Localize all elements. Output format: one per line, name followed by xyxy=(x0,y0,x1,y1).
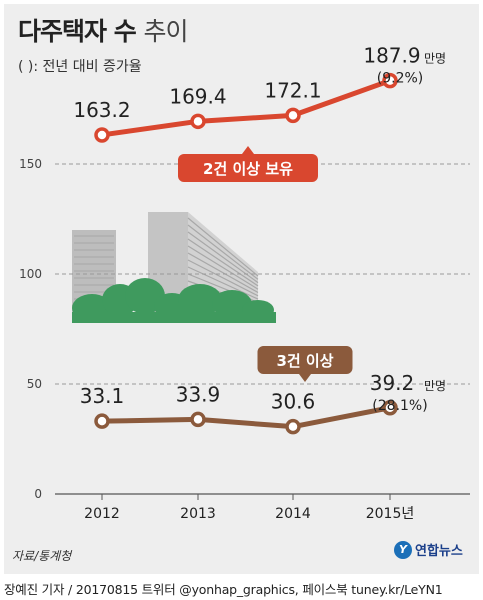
data-label: 163.2 xyxy=(73,98,130,122)
x-tick-label: 2012 xyxy=(84,506,120,522)
callout-pointer xyxy=(242,146,254,154)
series-line xyxy=(101,405,391,430)
data-label: 33.9 xyxy=(176,382,221,406)
credit-line: 장예진 기자 / 20170815 트위터 @yonhap_graphics, … xyxy=(4,582,443,597)
title-light: 추이 xyxy=(143,17,188,46)
window-stripe xyxy=(187,217,259,277)
data-label: 39.2 xyxy=(370,371,415,395)
data-point xyxy=(382,72,398,89)
unit-label: 만명 xyxy=(424,379,446,393)
data-point xyxy=(190,411,206,428)
data-point xyxy=(382,400,398,416)
data-point xyxy=(94,413,110,429)
x-tick-label: 2015년 xyxy=(366,506,415,522)
yonhap-logo: Y 연합뉴스 xyxy=(394,540,463,559)
series-callout xyxy=(257,346,353,374)
y-tick-label: 100 xyxy=(19,267,42,281)
y-tick-label: 0 xyxy=(34,487,42,501)
window-stripe xyxy=(187,252,259,294)
data-label: 172.1 xyxy=(264,78,321,102)
window-stripe xyxy=(187,245,259,290)
x-tick-label: 2013 xyxy=(180,506,216,522)
data-label: 169.4 xyxy=(169,84,226,108)
unit-label: 만명 xyxy=(424,52,446,66)
title-bold: 다주택자 수 xyxy=(18,17,137,46)
window-stripe xyxy=(187,224,259,280)
y-tick-label: 50 xyxy=(27,377,42,391)
callout-pointer xyxy=(299,374,311,382)
gridlines xyxy=(55,163,470,495)
window-stripe xyxy=(187,266,259,300)
apartment-illustration xyxy=(72,212,276,323)
data-label: 187.9 xyxy=(363,44,420,68)
window-stripe xyxy=(187,259,259,297)
series-callout xyxy=(178,154,318,182)
data-point xyxy=(94,127,110,143)
data-point xyxy=(285,418,301,435)
series-name-label: 3건 이상 xyxy=(276,352,333,370)
x-tick-label: 2014 xyxy=(275,506,311,522)
data-label: 30.6 xyxy=(271,390,316,414)
chart-subtitle: ( ): 전년 대비 증가율 xyxy=(18,59,142,75)
logo-icon: Y xyxy=(394,540,412,559)
window-stripe xyxy=(187,238,259,287)
data-point xyxy=(285,107,301,124)
chart-title: 다주택자 수 추이 xyxy=(18,12,188,48)
y-tick-label: 150 xyxy=(19,157,42,171)
source-note: 자료/통계청 xyxy=(12,549,72,563)
x-axis: 2012 2013 2014 2015년 xyxy=(84,494,414,522)
growth-label: (9.2%) xyxy=(377,71,424,87)
data-label: 33.1 xyxy=(80,384,125,408)
growth-label: (28.1%) xyxy=(372,398,427,414)
logo-text: 연합뉴스 xyxy=(415,544,463,559)
trees-illustration xyxy=(72,278,276,323)
series-name-label: 2건 이상 보유 xyxy=(203,160,293,178)
series-line xyxy=(101,78,391,138)
data-point xyxy=(190,113,206,130)
y-axis-ticks: 0 50 100 150 xyxy=(19,157,42,501)
